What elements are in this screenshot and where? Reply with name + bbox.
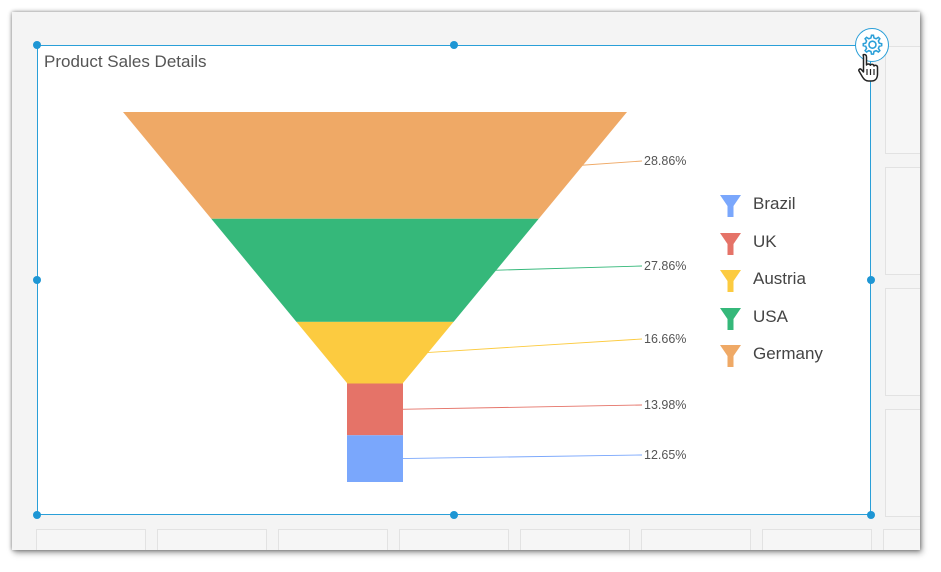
data-label-austria: 16.66% (644, 332, 686, 346)
resize-handle-bottom-right[interactable] (867, 511, 875, 519)
funnel-segment-germany (123, 112, 627, 219)
data-label-uk: 13.98% (644, 398, 686, 412)
data-label-brazil: 12.65% (644, 448, 686, 462)
data-label-connector-usa (493, 265, 643, 271)
data-label-connector-brazil (399, 454, 643, 460)
data-label-germany: 28.86% (644, 154, 686, 168)
legend-swatch-shape (720, 232, 741, 255)
resize-handle-left[interactable] (33, 276, 41, 284)
data-label-connector-germany (579, 160, 643, 166)
empty-grid-cell (883, 529, 920, 550)
funnel-segment-austria (296, 321, 454, 384)
empty-grid-cell (885, 409, 920, 517)
data-label-connector-uk (399, 404, 643, 410)
resize-handle-top[interactable] (450, 41, 458, 49)
legend-label-austria: Austria (753, 269, 806, 288)
legend-swatch-austria (720, 270, 741, 292)
hand-pointer-icon (856, 52, 886, 86)
legend-swatch-uk (720, 232, 741, 255)
empty-grid-cell (885, 46, 920, 154)
empty-grid-cell (762, 529, 872, 550)
empty-grid-cell (36, 529, 146, 550)
legend-swatch-usa (720, 307, 741, 330)
empty-grid-cell (520, 529, 630, 550)
widget-title: Product Sales Details (44, 52, 207, 71)
empty-grid-cell (885, 167, 920, 275)
resize-handle-top-left[interactable] (33, 41, 41, 49)
data-label-usa: 27.86% (644, 259, 686, 273)
legend-swatch-brazil (720, 195, 741, 217)
funnel-segment-brazil (347, 435, 403, 482)
legend-swatch-germany (720, 345, 741, 367)
legend-swatch-shape (720, 307, 741, 330)
empty-grid-cell (399, 529, 509, 550)
legend-swatch-shape (720, 270, 741, 292)
legend-swatch-shape (720, 195, 741, 217)
legend-label-uk: UK (753, 231, 777, 251)
legend-label-brazil: Brazil (753, 194, 796, 213)
resize-handle-bottom[interactable] (450, 511, 458, 519)
data-label-connector-austria (425, 338, 643, 354)
empty-grid-cell (885, 288, 920, 396)
legend-label-usa: USA (753, 306, 788, 326)
legend-swatch-shape (720, 345, 741, 367)
legend-label-germany: Germany (753, 344, 823, 363)
gear-icon[interactable] (855, 28, 889, 62)
funnel-segment-uk (347, 383, 403, 436)
empty-grid-cell (641, 529, 751, 550)
funnel-segment-usa (211, 218, 539, 322)
resize-handle-bottom-left[interactable] (33, 511, 41, 519)
resize-handle-right[interactable] (867, 276, 875, 284)
empty-grid-cell (157, 529, 267, 550)
empty-grid-cell (278, 529, 388, 550)
